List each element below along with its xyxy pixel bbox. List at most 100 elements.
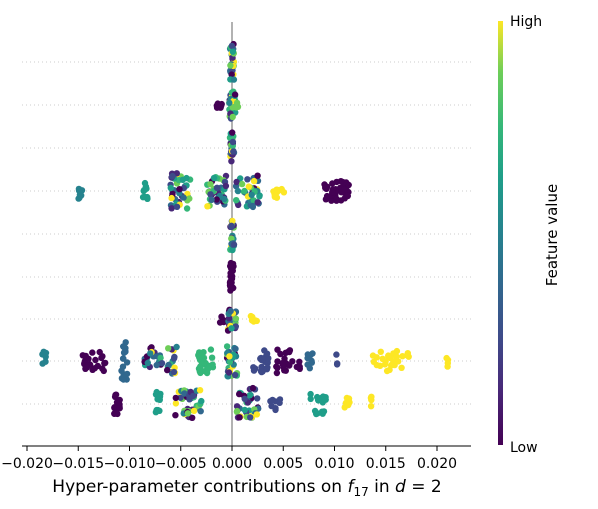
shap-point bbox=[229, 113, 236, 121]
shap-point bbox=[158, 360, 166, 367]
shap-point bbox=[142, 183, 150, 190]
shap-point bbox=[208, 196, 215, 203]
shap-point bbox=[167, 184, 174, 192]
shap-point bbox=[304, 354, 311, 362]
shap-point bbox=[229, 284, 236, 291]
shap-point bbox=[228, 222, 235, 229]
shap-point bbox=[377, 348, 384, 355]
shap-point bbox=[257, 368, 265, 375]
shap-point bbox=[329, 188, 336, 196]
shap-point bbox=[232, 315, 240, 322]
shap-point bbox=[228, 42, 236, 50]
shap-point bbox=[309, 350, 316, 357]
shap-point bbox=[404, 350, 411, 357]
shap-point bbox=[207, 181, 214, 188]
shap-point bbox=[120, 374, 128, 381]
shap-point bbox=[333, 351, 340, 358]
shap-point bbox=[229, 217, 236, 225]
shap-point bbox=[223, 343, 231, 350]
shap-point bbox=[210, 174, 218, 182]
shap-point bbox=[333, 178, 340, 186]
shap-point bbox=[277, 350, 284, 358]
shap-point bbox=[172, 400, 180, 407]
shap-point bbox=[220, 318, 227, 326]
shap-point bbox=[238, 180, 246, 188]
shap-point bbox=[263, 366, 271, 373]
shap-point bbox=[111, 393, 119, 400]
x-tick-label: −0.005 bbox=[155, 456, 207, 472]
shap-point bbox=[83, 364, 91, 371]
shap-point bbox=[179, 176, 186, 183]
shap-point bbox=[147, 350, 154, 357]
shap-point bbox=[382, 358, 389, 365]
x-tick-label: 0.010 bbox=[314, 456, 354, 472]
shap-point bbox=[173, 203, 181, 210]
shap-point bbox=[250, 177, 258, 185]
shap-point bbox=[393, 353, 400, 360]
shap-point bbox=[116, 405, 123, 412]
shap-point bbox=[263, 350, 271, 357]
shap-point bbox=[171, 353, 178, 361]
shap-point bbox=[173, 343, 180, 351]
shap-point bbox=[122, 348, 129, 355]
shap-point bbox=[241, 406, 248, 414]
shap-point bbox=[227, 269, 234, 277]
shap-point bbox=[247, 414, 254, 421]
shap-point bbox=[180, 194, 187, 201]
shap-point bbox=[221, 195, 228, 203]
shap-point bbox=[170, 368, 178, 376]
beeswarm-points bbox=[39, 40, 452, 421]
x-tick-label: 0.015 bbox=[366, 456, 406, 472]
shap-point bbox=[338, 189, 345, 196]
shap-point bbox=[89, 349, 96, 356]
shap-point bbox=[252, 317, 259, 324]
shap-point bbox=[207, 346, 215, 353]
shap-point bbox=[276, 399, 283, 406]
shap-point bbox=[307, 395, 314, 403]
shap-point bbox=[233, 197, 240, 204]
shap-point bbox=[111, 404, 118, 411]
shap-point bbox=[236, 390, 243, 398]
shap-point bbox=[254, 395, 261, 402]
x-tick-label: −0.015 bbox=[52, 456, 104, 472]
shap-point bbox=[233, 102, 241, 109]
shap-point bbox=[164, 366, 171, 374]
shap-point bbox=[241, 187, 248, 195]
shap-point bbox=[227, 278, 234, 285]
shap-point bbox=[208, 354, 216, 361]
shap-point bbox=[190, 407, 198, 414]
shap-point bbox=[334, 360, 341, 367]
shap-point bbox=[118, 367, 125, 374]
x-tick-label: 0.005 bbox=[263, 456, 303, 472]
shap-point bbox=[230, 148, 237, 155]
shap-point bbox=[233, 407, 241, 415]
shap-point bbox=[153, 361, 160, 369]
shap-point bbox=[236, 414, 243, 421]
shap-point bbox=[241, 395, 248, 402]
shap-point bbox=[225, 369, 233, 376]
shap-point bbox=[273, 369, 281, 377]
shap-point bbox=[388, 361, 395, 369]
shap-point bbox=[249, 203, 257, 211]
colorbar-title: Feature value bbox=[543, 184, 561, 286]
shap-point bbox=[168, 205, 175, 212]
shap-point bbox=[229, 246, 236, 254]
shap-point bbox=[92, 356, 99, 364]
shap-point bbox=[218, 313, 225, 320]
shap-point bbox=[99, 365, 106, 372]
shap-point bbox=[169, 173, 176, 180]
shap-point bbox=[383, 367, 391, 375]
shap-point bbox=[78, 192, 85, 199]
shap-point bbox=[91, 365, 99, 372]
shap-point bbox=[227, 62, 234, 69]
shap-point bbox=[204, 203, 211, 210]
shap-point bbox=[233, 178, 240, 186]
shap-point bbox=[314, 410, 321, 417]
shap-point bbox=[186, 195, 193, 202]
shap-point bbox=[296, 358, 303, 365]
shap-point bbox=[102, 359, 109, 367]
shap-point bbox=[217, 102, 225, 110]
shap-point bbox=[268, 402, 275, 410]
shap-point bbox=[213, 196, 220, 203]
